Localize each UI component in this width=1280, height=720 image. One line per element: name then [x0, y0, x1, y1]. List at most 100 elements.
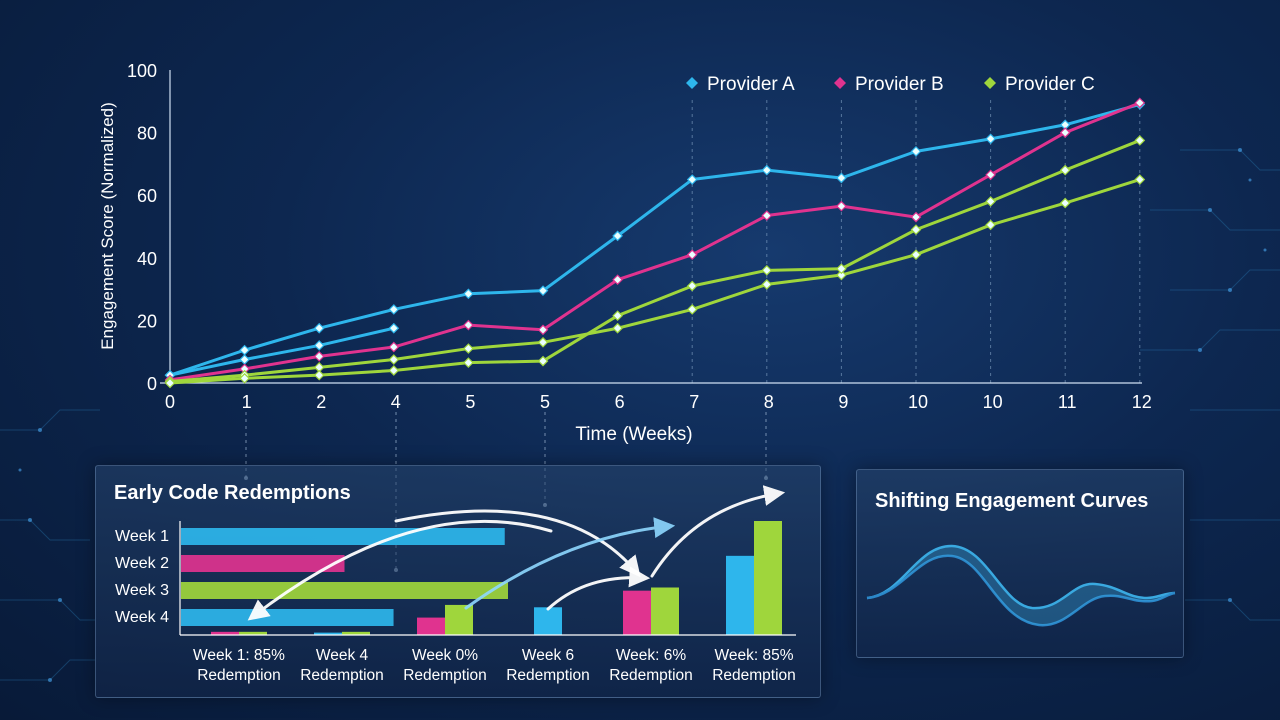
series-line — [169, 101, 1141, 382]
data-point — [388, 304, 400, 315]
data-point — [985, 169, 996, 181]
y-tick-label: 20 — [137, 311, 157, 331]
series-line — [169, 102, 1141, 377]
y-axis-label: Engagement Score (Normalized) — [98, 102, 117, 350]
data-point — [239, 354, 250, 365]
row-bars: Week 1 Week 2 Week 3 Week 4 — [115, 528, 508, 626]
y-tick-label: 100 — [127, 61, 157, 81]
data-point — [1059, 127, 1071, 138]
group-bar — [534, 607, 562, 635]
data-point — [761, 264, 773, 276]
series-provider-a — [164, 99, 1146, 381]
data-point — [537, 355, 549, 367]
group-label-line-2: Redemption — [609, 667, 693, 684]
x-tick-label: 7 — [689, 392, 699, 412]
legend-label: Provider A — [707, 74, 795, 95]
group-label-line-1: Week: 6% — [615, 647, 687, 664]
series-line — [169, 326, 395, 377]
y-tick-label: 0 — [147, 374, 157, 394]
data-point — [313, 369, 325, 381]
row-bar — [181, 528, 505, 545]
series-provider-c-secondary- — [164, 135, 1146, 389]
data-point — [910, 249, 922, 261]
data-point — [985, 219, 996, 231]
data-point — [761, 210, 773, 221]
group-label-line-1: Week 4 — [315, 647, 369, 664]
group-bar — [651, 587, 679, 635]
group-bar — [754, 521, 782, 635]
legend-label: Provider C — [1005, 74, 1095, 95]
y-tick-labels: 0 20 40 60 80 100 — [127, 61, 157, 394]
data-point — [612, 322, 623, 334]
group-bar — [314, 632, 342, 635]
data-point — [910, 211, 922, 223]
x-tick-label: 6 — [615, 392, 625, 412]
data-point — [761, 279, 773, 290]
data-point — [463, 343, 474, 354]
diamond-marker-icon — [984, 77, 996, 89]
group-bars — [211, 521, 782, 635]
arrow-curve-3 — [464, 517, 676, 610]
group-bar — [623, 590, 651, 635]
x-tick-label: 1 — [242, 392, 252, 412]
data-point — [1134, 174, 1146, 185]
arrow-curve-1 — [247, 520, 553, 621]
x-tick-label: 0 — [165, 392, 175, 412]
panel-title: Early Code Redemptions — [114, 482, 351, 504]
diamond-marker-icon — [834, 77, 846, 89]
group-bar — [726, 555, 754, 635]
data-point — [686, 174, 698, 185]
data-point — [686, 304, 698, 315]
arrow-curve-4 — [546, 566, 651, 611]
legend-item-provider-b: Provider B — [834, 74, 944, 95]
data-point — [985, 133, 996, 145]
data-point — [1059, 197, 1071, 209]
group-label: Week 0% Redemption — [390, 646, 500, 686]
row-label: Week 2 — [115, 555, 169, 572]
data-point — [985, 196, 996, 207]
row-bar — [181, 582, 508, 599]
x-tick-label: 5 — [540, 392, 550, 412]
group-label: Week 4 Redemption — [287, 646, 397, 686]
x-tick-label: 10 — [983, 392, 1003, 412]
x-tick-label: 2 — [316, 392, 326, 412]
data-point — [388, 322, 400, 334]
group-label-line-2: Redemption — [197, 667, 281, 684]
group-label-line-1: Week 0% — [411, 647, 479, 664]
y-tick-label: 80 — [137, 124, 157, 144]
data-point — [537, 336, 549, 348]
data-point — [239, 344, 250, 356]
shifting-engagement-curves-panel: Shifting Engagement Curves — [856, 469, 1184, 658]
data-point — [313, 322, 325, 334]
legend: Provider A Provider B Provider C — [686, 74, 1095, 95]
group-label: Week 1: 85% Redemption — [184, 646, 294, 686]
x-tick-label: 4 — [391, 392, 401, 412]
data-point — [761, 164, 773, 176]
data-point — [313, 351, 325, 362]
legend-item-provider-c: Provider C — [984, 74, 1095, 95]
arrow-curve-2 — [394, 509, 641, 578]
data-point — [910, 146, 922, 157]
group-bar — [239, 631, 267, 635]
group-label-line-1: Week: 85% — [714, 647, 794, 664]
data-point — [612, 230, 623, 242]
x-tick-labels: 0 1 2 4 5 5 6 7 8 9 10 10 11 12 — [165, 392, 1152, 412]
early-code-redemptions-panel: Early Code Redemptions Week 1 Week 2 Week … — [95, 465, 821, 698]
series-provider-a-secondary- — [164, 322, 400, 381]
data-point — [463, 288, 474, 300]
row-label: Week 3 — [115, 582, 169, 599]
data-point — [537, 285, 549, 297]
x-tick-label: 8 — [764, 392, 774, 412]
panel-title: Shifting Engagement Curves — [875, 490, 1149, 512]
data-point — [686, 249, 698, 261]
group-label-line-2: Redemption — [712, 667, 796, 684]
group-label-line-2: Redemption — [506, 667, 590, 684]
data-point — [537, 324, 549, 336]
data-point — [1134, 135, 1146, 146]
data-point — [836, 200, 847, 212]
data-point — [1059, 164, 1071, 176]
y-tick-label: 60 — [137, 186, 157, 206]
group-label-line-1: Week 1: 85% — [193, 647, 285, 664]
data-point — [239, 372, 250, 384]
